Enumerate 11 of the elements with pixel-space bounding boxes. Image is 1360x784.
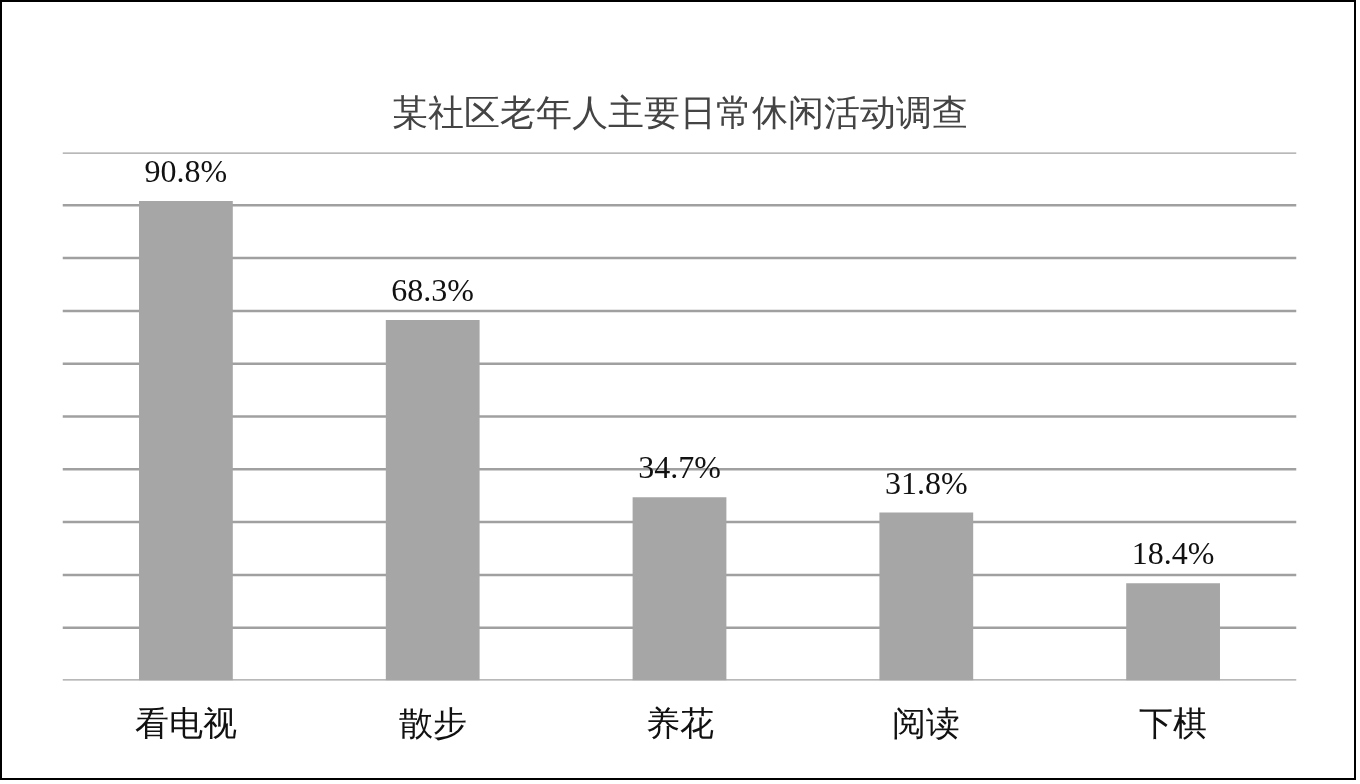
data-label: 68.3% [391, 271, 475, 308]
data-label: 31.8% [884, 464, 968, 501]
x-tick-label: 下棋 [1139, 704, 1208, 742]
x-tick-label: 养花 [645, 704, 714, 742]
data-label: 90.8% [144, 153, 228, 190]
chart-title: 某社区老年人主要日常休闲活动调查 [391, 92, 968, 133]
x-tick-label: 阅读 [892, 704, 961, 742]
x-tick-label: 看电视 [134, 704, 237, 742]
data-label: 34.7% [638, 449, 721, 486]
data-label: 18.4% [1131, 535, 1215, 572]
x-tick-label: 散步 [398, 704, 467, 742]
